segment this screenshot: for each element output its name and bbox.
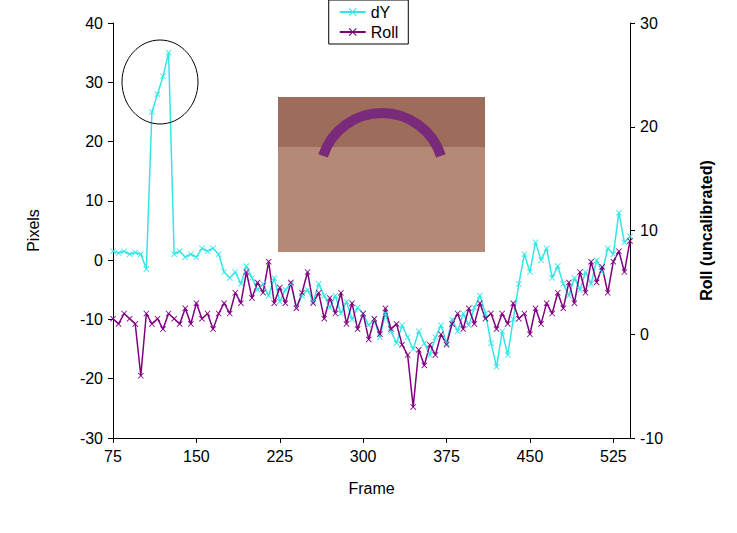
svg-text:dY: dY <box>371 4 391 21</box>
svg-text:0: 0 <box>640 326 649 343</box>
svg-text:450: 450 <box>517 448 544 465</box>
svg-text:300: 300 <box>350 448 377 465</box>
svg-text:525: 525 <box>600 448 627 465</box>
svg-text:30: 30 <box>85 74 103 91</box>
svg-text:0: 0 <box>94 252 103 269</box>
svg-text:20: 20 <box>85 133 103 150</box>
svg-text:375: 375 <box>433 448 460 465</box>
svg-text:10: 10 <box>85 192 103 209</box>
svg-text:Frame: Frame <box>348 480 394 497</box>
svg-text:10: 10 <box>640 222 658 239</box>
svg-text:-10: -10 <box>80 311 103 328</box>
svg-text:Roll: Roll <box>371 24 399 41</box>
svg-text:225: 225 <box>266 448 293 465</box>
svg-text:40: 40 <box>85 15 103 32</box>
svg-text:Pixels: Pixels <box>25 209 42 252</box>
svg-text:30: 30 <box>640 15 658 32</box>
svg-text:-20: -20 <box>80 370 103 387</box>
svg-text:150: 150 <box>183 448 210 465</box>
svg-text:-30: -30 <box>80 430 103 447</box>
svg-text:Roll (uncalibrated): Roll (uncalibrated) <box>698 160 715 300</box>
svg-text:75: 75 <box>104 448 122 465</box>
svg-text:20: 20 <box>640 118 658 135</box>
svg-text:-10: -10 <box>640 430 663 447</box>
